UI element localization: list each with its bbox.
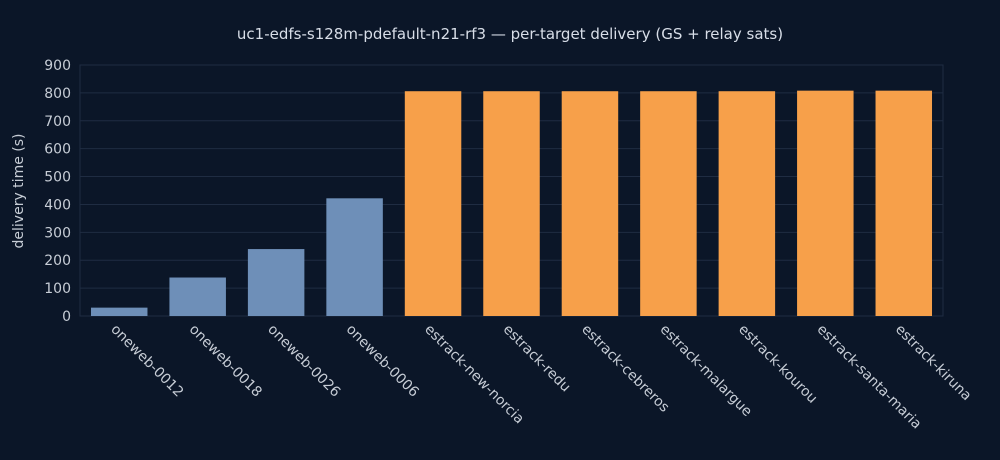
bar-estrack-redu: [483, 91, 540, 317]
y-tick-label: 700: [44, 114, 71, 130]
bar-estrack-new-norcia: [404, 91, 462, 317]
bar-estrack-malargue: [640, 91, 697, 317]
bar-oneweb-0018: [169, 277, 226, 316]
x-tick-label: estrack-cebreros: [578, 322, 672, 416]
y-tick-label: 200: [44, 253, 71, 269]
y-axis-ticks: 0 100 200 300 400 500 600 700 800 900: [44, 58, 71, 325]
x-tick-label: oneweb-0006: [343, 322, 422, 401]
y-tick-label: 900: [44, 58, 71, 74]
bar-estrack-kiruna: [875, 90, 933, 316]
x-tick-label: estrack-kourou: [735, 322, 820, 407]
x-axis-ticks: oneweb-0012 oneweb-0018 oneweb-0026 oneweb-…: [107, 322, 974, 433]
y-tick-label: 400: [44, 197, 71, 213]
x-tick-label: oneweb-0012: [107, 322, 186, 401]
bar-oneweb-0012: [90, 307, 148, 316]
bar-estrack-kourou: [718, 91, 776, 317]
x-tick-label: estrack-redu: [500, 322, 574, 396]
x-tick-label: oneweb-0026: [264, 322, 343, 401]
y-tick-label: 100: [44, 281, 71, 297]
y-tick-label: 800: [44, 86, 71, 102]
bar-oneweb-0026: [247, 249, 305, 316]
x-tick-label: estrack-kiruna: [892, 322, 974, 404]
chart-title: uc1-edfs-s128m-pdefault-n21-rf3 — per-ta…: [237, 25, 783, 43]
y-tick-label: 600: [44, 142, 71, 158]
y-tick-label: 0: [62, 309, 71, 325]
x-tick-label: oneweb-0018: [186, 322, 265, 401]
y-axis-label: delivery time (s): [11, 134, 27, 249]
bar-estrack-cebreros: [561, 91, 619, 317]
bars: [90, 90, 933, 317]
y-tick-label: 300: [44, 225, 71, 241]
bar-estrack-santa-maria: [797, 90, 854, 316]
y-tick-label: 500: [44, 170, 71, 186]
bar-oneweb-0006: [326, 198, 383, 316]
